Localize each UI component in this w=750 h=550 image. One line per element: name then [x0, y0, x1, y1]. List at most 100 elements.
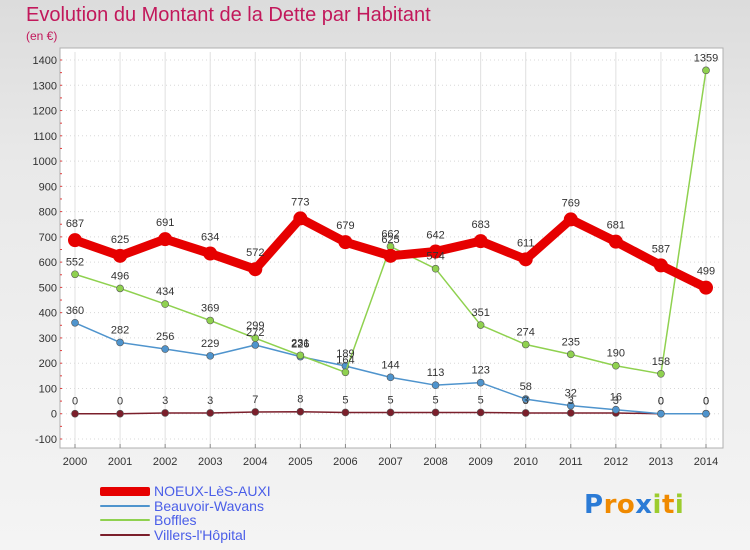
data-label: 3 — [613, 395, 619, 407]
data-label: 634 — [201, 232, 219, 244]
data-point — [71, 409, 79, 418]
data-point — [431, 264, 440, 273]
data-point — [341, 368, 350, 377]
y-minor-tick — [60, 299, 62, 301]
data-point — [386, 408, 395, 417]
y-minor-tick — [60, 59, 62, 61]
y-minor-tick — [60, 400, 62, 402]
data-point — [702, 66, 710, 75]
data-label: 773 — [291, 196, 309, 208]
data-label: 360 — [66, 305, 84, 317]
data-point — [612, 405, 620, 414]
x-tick-label: 2010 — [513, 456, 537, 468]
data-label: 574 — [426, 251, 444, 263]
data-point — [383, 248, 398, 263]
y-minor-tick — [60, 122, 62, 124]
data-point — [563, 212, 578, 227]
data-point — [431, 381, 440, 389]
data-label: 189 — [336, 348, 354, 360]
x-tick-label: 2004 — [243, 456, 267, 468]
data-label: 5 — [342, 394, 348, 406]
data-point — [206, 352, 215, 360]
y-minor-tick — [60, 185, 62, 187]
data-point — [296, 351, 305, 360]
logo-letter: i — [652, 490, 662, 520]
y-minor-tick — [60, 160, 62, 162]
y-tick-label: 500 — [39, 282, 57, 294]
data-label: 587 — [652, 243, 670, 255]
x-tick-label: 2000 — [63, 456, 87, 468]
data-point — [521, 395, 530, 403]
y-minor-tick — [60, 261, 62, 263]
data-label: 58 — [520, 381, 532, 393]
data-point — [251, 334, 260, 342]
legend-item-villers: Villers-l'Hôpital — [100, 527, 271, 543]
legend-label-boffles: Boffles — [154, 512, 197, 528]
data-point — [518, 252, 533, 267]
data-point — [476, 378, 485, 387]
data-point — [612, 361, 620, 370]
x-tick-label: 2008 — [423, 456, 447, 468]
data-label: 274 — [517, 327, 535, 339]
y-minor-tick — [60, 312, 62, 314]
y-tick-label: 700 — [39, 232, 57, 244]
x-tick-label: 2007 — [378, 456, 402, 468]
data-label: 144 — [381, 359, 399, 371]
data-label: 572 — [246, 247, 264, 259]
data-label: 434 — [156, 286, 174, 298]
data-point — [158, 232, 173, 247]
data-label: 7 — [252, 394, 258, 406]
y-tick-label: 100 — [39, 383, 57, 395]
data-point — [521, 409, 530, 417]
x-tick-label: 2003 — [198, 456, 222, 468]
data-point — [161, 409, 169, 417]
legend-item-noeux: NOEUX-LèS-AUXI — [100, 484, 271, 499]
data-point — [476, 321, 485, 329]
y-minor-tick — [60, 72, 62, 74]
y-minor-tick — [60, 337, 62, 339]
data-label: 0 — [703, 396, 709, 408]
data-label: 226 — [291, 339, 309, 351]
y-minor-tick — [60, 413, 62, 415]
data-point — [71, 318, 79, 327]
data-label: 0 — [658, 396, 664, 408]
data-point — [476, 408, 485, 417]
data-point — [608, 234, 623, 249]
data-label: 164 — [336, 354, 354, 366]
y-minor-tick — [60, 223, 62, 225]
legend-label-noeux: NOEUX-LèS-AUXI — [154, 483, 271, 499]
y-tick-label: -100 — [35, 434, 57, 446]
data-label: 5 — [387, 394, 393, 406]
x-tick-label: 2014 — [694, 456, 718, 468]
data-point — [203, 246, 218, 261]
data-label: 351 — [471, 307, 489, 319]
data-point — [116, 409, 124, 418]
data-label: 0 — [703, 396, 709, 408]
data-point — [566, 409, 575, 417]
legend-swatch-beauvoir — [100, 504, 150, 507]
logo-letter: P — [584, 490, 604, 520]
data-point — [657, 409, 665, 418]
data-point — [161, 345, 169, 353]
y-tick-label: 0 — [51, 409, 57, 421]
y-minor-tick — [60, 110, 62, 112]
y-minor-tick — [60, 249, 62, 250]
y-tick-label: 1100 — [33, 131, 57, 143]
y-minor-tick — [60, 350, 62, 352]
data-label: 3 — [207, 395, 213, 407]
data-label: 235 — [562, 336, 580, 348]
data-point — [338, 235, 353, 250]
y-tick-label: 1400 — [33, 55, 57, 67]
data-point — [566, 401, 575, 410]
data-label: 256 — [156, 331, 174, 343]
data-label: 231 — [291, 337, 309, 349]
data-label: 5 — [478, 394, 484, 406]
x-tick-label: 2011 — [559, 456, 583, 468]
y-tick-label: 600 — [39, 257, 57, 269]
data-label: 662 — [381, 228, 399, 240]
data-label: 0 — [72, 396, 78, 408]
y-minor-tick — [60, 135, 62, 137]
data-label: 0 — [658, 396, 664, 408]
y-minor-tick — [60, 173, 62, 175]
logo-letter: i — [674, 490, 685, 520]
